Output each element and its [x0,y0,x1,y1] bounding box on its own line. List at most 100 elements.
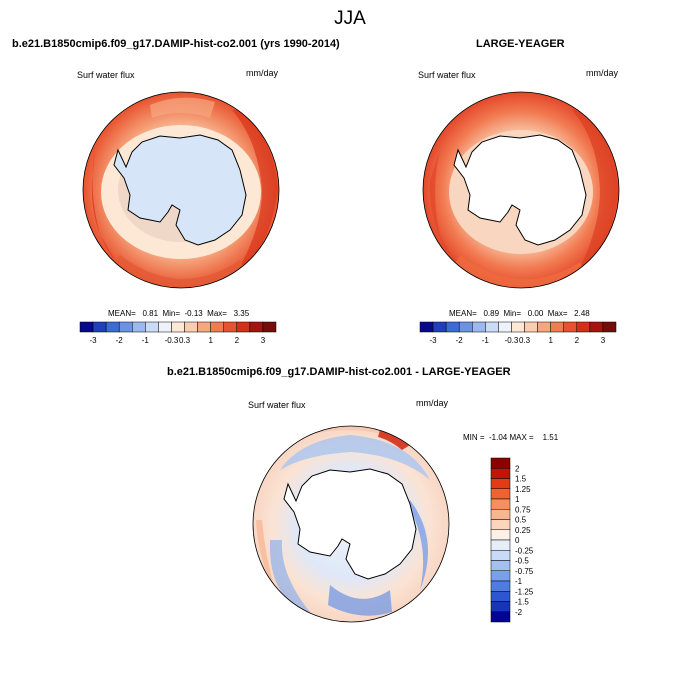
diff-colorbar-tick-label: -2 [515,608,523,617]
diff-colorbar-tick-label: 0.5 [515,516,527,525]
diff-colorbar-tick-label: -0.5 [515,557,529,566]
left-colorbar-tick-label: -2 [116,336,124,345]
diff-units-label: mm/day [416,398,449,408]
right-colorbar-box [419,321,434,333]
diff-colorbar-tick-label: -1 [515,577,523,586]
right-colorbar-box [511,321,525,333]
diff-colorbar-box [490,468,511,479]
left-colorbar-box [197,321,211,333]
diff-antarctica-outline [283,468,417,580]
left-colorbar-box [105,321,120,333]
right-antarctica-outline [453,134,587,246]
right-colorbar: -3 -2 -1 -0.3 0.3 1 2 3 [419,321,617,345]
left-panel-header: b.e21.B1850cmip6.f09_g17.DAMIP-hist-co2.… [12,38,340,50]
left-colorbar-box [145,321,159,333]
diff-colorbar-box [490,611,511,623]
left-colorbar-box [249,321,264,333]
right-colorbar-box [485,321,499,333]
left-colorbar: -3 -2 -1 -0.3 0.3 1 2 3 [79,321,277,345]
diff-variable-label: Surf water flux [248,400,306,410]
diff-colorbar-tick-label: 1 [515,495,520,504]
left-colorbar-box [171,321,185,333]
right-colorbar-box [472,321,486,333]
diff-colorbar-box [490,580,511,592]
diff-colorbar-tick-label: 0 [515,536,520,545]
diff-colorbar-tick-label: -1.25 [515,587,534,596]
left-colorbar-box [132,321,146,333]
diff-colorbar-box [490,478,511,489]
left-units-label: mm/day [246,68,279,78]
left-colorbar-tick-label: 2 [235,336,240,345]
right-colorbar-tick-label: 3 [601,336,606,345]
right-colorbar-tick-label: 1 [548,336,553,345]
diff-colorbar-tick-label: 1.5 [515,475,527,484]
left-variable-label: Surf water flux [77,70,135,80]
right-units-label: mm/day [586,68,619,78]
diff-colorbar-box [490,529,511,541]
right-colorbar-box [458,321,473,333]
diff-colorbar-box [490,488,511,500]
diff-colorbar-tick-label: 0.75 [515,505,531,514]
diff-stats-label: MIN = -1.04 MAX = 1.51 [463,433,559,442]
right-colorbar-box [576,321,591,333]
diff-colorbar-box [490,560,511,571]
left-colorbar-box [92,321,107,333]
right-colorbar-box [524,321,538,333]
diff-colorbar-box [490,509,511,520]
left-colorbar-tick-label: 1 [208,336,213,345]
diff-colorbar-tick-label: -0.25 [515,546,534,555]
diff-colorbar-box [490,601,511,612]
left-colorbar-box [118,321,133,333]
left-colorbar-box [184,321,198,333]
diff-colorbar: 21.51.2510.750.50.250-0.25-0.5-0.75-1-1.… [490,457,534,623]
diff-colorbar-tick-label: -1.5 [515,598,529,607]
diff-colorbar-box [490,457,511,469]
right-polar-map [422,91,620,289]
right-colorbar-tick-label: 0.3 [519,336,531,345]
diff-polar-map [252,425,450,623]
right-colorbar-box [589,321,604,333]
right-colorbar-box [537,321,551,333]
left-colorbar-tick-label: -3 [90,336,98,345]
diff-colorbar-box [490,570,511,582]
left-antarctica-outline [113,134,247,246]
left-colorbar-box [79,321,94,333]
diff-panel-header: b.e21.B1850cmip6.f09_g17.DAMIP-hist-co2.… [167,366,511,378]
figure-title: JJA [334,8,366,29]
left-colorbar-box [236,321,251,333]
right-colorbar-box [602,321,617,333]
right-colorbar-box [498,321,512,333]
right-stats-label: MEAN= 0.89 Min= 0.00 Max= 2.48 [449,309,590,318]
left-colorbar-tick-label: -1 [142,336,150,345]
left-colorbar-box [262,321,277,333]
right-colorbar-tick-label: -1 [482,336,490,345]
diff-colorbar-tick-label: 0.25 [515,526,531,535]
right-colorbar-box [432,321,447,333]
diff-colorbar-tick-label: 1.25 [515,485,531,494]
right-colorbar-box [445,321,460,333]
right-colorbar-box [563,321,578,333]
diff-colorbar-box [490,519,511,530]
diff-colorbar-tick-label: -0.75 [515,567,534,576]
left-colorbar-box [158,321,172,333]
diff-colorbar-box [490,539,511,551]
left-colorbar-box [223,321,238,333]
right-colorbar-tick-label: -0.3 [505,336,519,345]
diff-colorbar-box [490,550,511,561]
left-stats-label: MEAN= 0.81 Min= -0.13 Max= 3.35 [108,309,250,318]
diff-colorbar-box [490,591,511,602]
left-colorbar-tick-label: 0.3 [179,336,191,345]
left-polar-map [82,91,280,289]
left-colorbar-tick-label: -0.3 [165,336,179,345]
left-colorbar-tick-label: 3 [261,336,266,345]
right-colorbar-box [550,321,564,333]
right-variable-label: Surf water flux [418,70,476,80]
right-colorbar-tick-label: 2 [575,336,580,345]
right-colorbar-tick-label: -3 [430,336,438,345]
left-colorbar-box [210,321,224,333]
diff-colorbar-tick-label: 2 [515,464,520,473]
diff-colorbar-box [490,498,511,510]
right-colorbar-tick-label: -2 [456,336,464,345]
right-panel-header: LARGE-YEAGER [476,38,565,50]
